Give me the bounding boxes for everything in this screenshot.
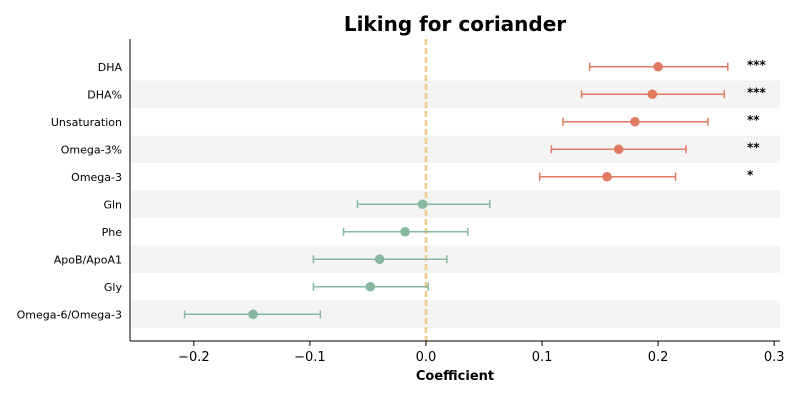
x-tick-label: 0.0 [416, 350, 437, 365]
x-axis-ticks: −0.2 −0.1 0.0 0.1 0.2 0.3 [178, 341, 785, 365]
y-tick-label: ApoB/ApoA1 [54, 253, 122, 266]
estimate-point [365, 281, 376, 292]
y-tick-label: DHA% [87, 88, 122, 101]
estimate-point [613, 144, 624, 155]
x-tick-label: −0.2 [178, 350, 210, 365]
x-tick-label: −0.1 [294, 350, 326, 365]
axes [129, 39, 780, 342]
x-axis-label: Coefficient [416, 369, 494, 384]
y-tick-label: Omega-3% [61, 143, 122, 156]
estimate-point [374, 254, 385, 265]
x-tick-label: 0.2 [648, 350, 669, 365]
significance-label: ** [747, 113, 760, 127]
y-tick-label: Omega-6/Omega-3 [17, 308, 122, 321]
y-tick-label: Phe [102, 226, 123, 239]
significance-labels: *********** [747, 58, 767, 182]
y-tick-label: Unsaturation [51, 116, 122, 129]
estimate-point [630, 116, 640, 127]
significance-label: *** [747, 85, 767, 99]
x-tick-label: 0.3 [764, 350, 785, 365]
x-tick-label: 0.1 [532, 350, 553, 365]
row-band [130, 245, 780, 273]
significance-label: ** [747, 140, 760, 154]
y-tick-label: Gln [103, 198, 122, 211]
significance-label: *** [747, 58, 767, 72]
estimate-point [417, 199, 428, 210]
estimate-point [653, 61, 663, 72]
y-tick-label: DHA [98, 61, 123, 74]
y-axis-labels: DHA DHA% Unsaturation Omega-3% Omega-3 Gln Phe… [17, 61, 123, 322]
chart-title: Liking for coriander [344, 12, 566, 36]
y-tick-label: Omega-3 [71, 171, 122, 184]
estimate-point [647, 89, 658, 100]
estimate-point [248, 309, 258, 320]
estimate-marks [183, 61, 729, 320]
estimate-point [602, 171, 612, 182]
y-tick-label: Gly [104, 281, 123, 294]
estimate-point [400, 226, 410, 237]
significance-label: * [747, 168, 754, 182]
